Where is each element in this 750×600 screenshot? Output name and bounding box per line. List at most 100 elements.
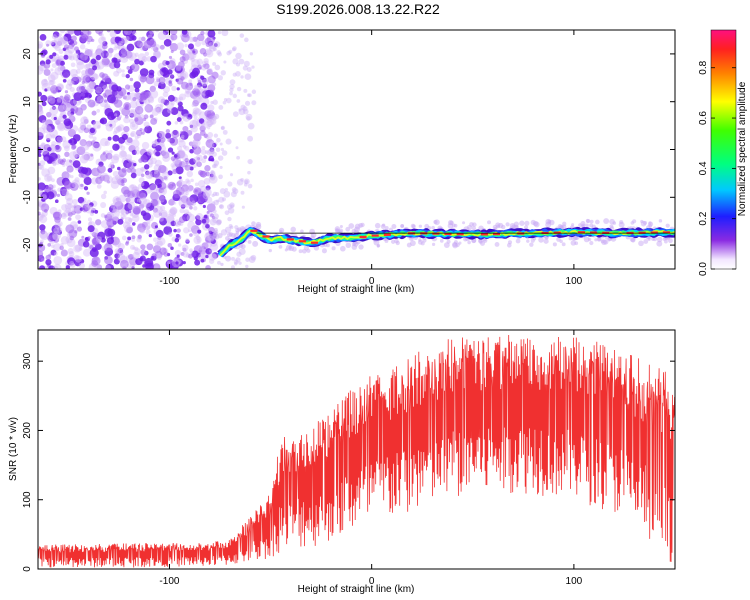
noise-blob (100, 193, 107, 200)
noise-blob (127, 201, 136, 210)
noise-blob (220, 126, 225, 130)
noise-blob (95, 176, 103, 185)
noise-blob (131, 139, 140, 148)
noise-blob (134, 246, 139, 251)
noise-blob (114, 174, 121, 181)
noise-blob (50, 68, 54, 72)
noise-blob (143, 128, 148, 133)
noise-blob (73, 134, 81, 142)
noise-blob (194, 108, 202, 116)
halo-blob (225, 236, 230, 241)
noise-blob (111, 176, 119, 185)
noise-blob (150, 118, 158, 125)
noise-blob (180, 76, 185, 81)
noise-blob (38, 182, 46, 191)
noise-blob (158, 81, 166, 90)
noise-blob (179, 208, 185, 214)
noise-blob (130, 244, 136, 250)
noise-blob (201, 121, 209, 129)
noise-blob (104, 108, 114, 117)
noise-blob (174, 97, 181, 104)
noise-blob (94, 94, 104, 104)
noise-blob (187, 221, 196, 230)
noise-blob (145, 170, 150, 176)
noise-blob (144, 104, 154, 113)
noise-blob (50, 85, 59, 94)
noise-blob (71, 203, 80, 212)
noise-blob (84, 47, 89, 52)
noise-blob (41, 78, 48, 86)
noise-blob (56, 193, 61, 197)
noise-blob (78, 172, 84, 178)
noise-blob (202, 61, 206, 65)
halo-blob (665, 223, 670, 228)
noise-blob (112, 153, 120, 161)
noise-blob (67, 46, 75, 54)
noise-blob (168, 82, 173, 87)
noise-blob (38, 153, 42, 158)
noise-blob (104, 255, 113, 265)
noise-blob (217, 155, 224, 161)
noise-blob (112, 134, 120, 142)
noise-blob (105, 265, 112, 269)
noise-blob (196, 161, 202, 168)
noise-blob (123, 102, 132, 111)
noise-blob (223, 97, 228, 102)
noise-blob (144, 164, 150, 170)
noise-blob (74, 177, 80, 183)
noise-blob (180, 134, 185, 139)
noise-blob (194, 40, 202, 47)
noise-blob (69, 260, 75, 266)
halo-blob (321, 248, 327, 254)
noise-blob (213, 199, 219, 206)
noise-blob (247, 93, 252, 98)
noise-blob (67, 203, 73, 209)
halo-blob (348, 223, 355, 229)
noise-blob (81, 235, 85, 239)
noise-blob (74, 259, 82, 267)
noise-blob (159, 247, 167, 255)
noise-blob (149, 183, 159, 193)
noise-blob (100, 156, 107, 163)
noise-blob (54, 44, 61, 51)
noise-blob (167, 94, 175, 102)
noise-blob (219, 188, 226, 194)
noise-blob (199, 170, 206, 177)
noise-blob (185, 239, 190, 244)
noise-blob (88, 134, 94, 139)
noise-blob (39, 224, 46, 231)
noise-blob (44, 173, 53, 183)
noise-blob (57, 122, 65, 130)
noise-blob (150, 157, 157, 165)
noise-blob (95, 86, 103, 94)
noise-blob (203, 177, 211, 185)
noise-blob (79, 52, 89, 61)
noise-blob (240, 75, 244, 79)
noise-blob (131, 222, 136, 226)
noise-blob (111, 57, 118, 64)
noise-blob (77, 220, 82, 224)
noise-blob (39, 265, 46, 269)
noise-blob (136, 223, 146, 233)
noise-blob (168, 64, 173, 69)
noise-blob (120, 47, 129, 56)
noise-blob (76, 226, 83, 232)
halo-blob (462, 221, 466, 225)
noise-blob (114, 248, 121, 254)
noise-blob (210, 242, 219, 251)
x-axis-label-snr: Height of straight line (km) (298, 584, 415, 595)
noise-blob (176, 254, 180, 258)
noise-blob (129, 212, 134, 217)
noise-blob (47, 243, 52, 247)
noise-blob (134, 58, 140, 65)
noise-blob (77, 196, 85, 204)
noise-blob (60, 136, 67, 143)
halo-blob (589, 223, 594, 228)
noise-blob (218, 105, 224, 110)
noise-blob (95, 54, 102, 61)
noise-blob (209, 44, 216, 52)
noise-blob (165, 213, 175, 223)
noise-blob (38, 215, 48, 224)
noise-blob (183, 209, 190, 215)
noise-blob (149, 30, 155, 35)
